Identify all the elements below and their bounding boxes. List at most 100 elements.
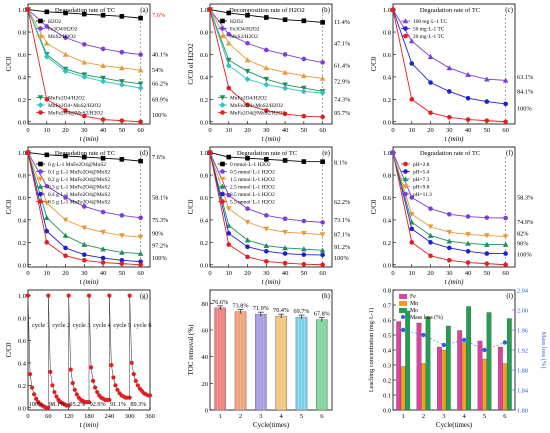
y-tick-label: 0.6 <box>383 318 391 325</box>
cycle-point <box>70 380 75 386</box>
data-point <box>409 195 415 200</box>
legend-label: MoS2/H2O2 <box>230 34 258 40</box>
x-tick-label: 10 <box>409 127 416 134</box>
data-point <box>427 224 434 230</box>
cycle-line <box>109 295 130 398</box>
data-point <box>465 214 471 219</box>
x-tick-label: 6 <box>320 413 324 420</box>
y-tick-label: 0.0 <box>383 262 391 269</box>
data-point <box>319 232 326 238</box>
data-point <box>207 7 213 12</box>
data-point <box>244 219 251 225</box>
end-label: 73.1% <box>334 217 351 224</box>
data-point <box>301 218 307 224</box>
legend-swatch-marker <box>38 18 43 24</box>
data-point <box>301 261 307 267</box>
data-point <box>100 155 106 161</box>
y-tick-label: 0.1 <box>383 393 391 400</box>
legend-swatch-marker <box>220 18 225 24</box>
y-tick-label: 0.4 <box>18 360 27 367</box>
legend-label: MnFe2O4+MoS2/H2O2 <box>48 103 101 109</box>
y-tick-label: 0.4 <box>18 217 27 224</box>
panel-a: 0.0 0.2 0.4 0.6 0.8 1.0 0 10 20 30 40 50 60 t (min) C/… <box>5 3 169 143</box>
data-point <box>137 85 144 91</box>
y-tick-label: 0.8 <box>383 288 391 295</box>
legend-label: 0.5 mmol·L-1 H2O2 <box>230 170 275 176</box>
y-tick-label: 0.6 <box>200 52 209 59</box>
data-point <box>301 18 307 24</box>
cycle-label: cycle 5 <box>113 322 131 329</box>
y-tick-label: 0.8 <box>383 173 391 180</box>
data-point <box>43 53 50 60</box>
legend-swatch <box>399 301 407 306</box>
cycle-point <box>50 383 55 388</box>
x-tick-label: 60 <box>319 270 326 277</box>
data-point <box>44 9 50 15</box>
legend-swatch-marker <box>402 18 409 24</box>
cycle-point <box>27 372 33 377</box>
legend-swatch <box>399 294 407 299</box>
data-point <box>264 157 269 162</box>
legend-swatch-marker <box>220 161 225 167</box>
x-axis-label: Cycle(times) <box>253 421 290 429</box>
data-point <box>225 206 232 212</box>
x-axis-label: t (min) <box>80 421 100 429</box>
data-point <box>63 108 68 113</box>
y-axis-label: C/C0 <box>187 199 195 214</box>
data-point <box>245 206 250 211</box>
data-point <box>226 10 232 16</box>
panel-label: (i) <box>506 292 513 300</box>
panel-d: 0.0 0.2 0.4 0.6 0.8 1.0 0 10 20 30 40 50 60 t (min) C/… <box>5 146 169 286</box>
data-point <box>245 155 250 161</box>
data-point <box>119 118 125 123</box>
panel-i: 0.0 0.1 0.2 0.3 0.4 0.5 0.6 0.7 0.8 1.80 1.84 1.88 1… <box>368 288 547 430</box>
data-point <box>465 248 471 254</box>
data-point <box>301 159 307 164</box>
x-axis-label: Cycle(times) <box>436 421 473 429</box>
x-tick-label: 0 <box>208 127 211 134</box>
data-point <box>409 61 415 66</box>
legend-label: MnFe2O4/H2O2 <box>48 96 85 102</box>
data-point <box>408 211 415 218</box>
legend-swatch-marker <box>220 199 225 204</box>
y-tick-label: 1.0 <box>18 293 26 300</box>
data-point <box>320 262 325 268</box>
y-tick-label: 80 <box>202 301 209 308</box>
y-tick-label: 0.8 <box>18 173 26 180</box>
end-label: 100% <box>517 252 532 259</box>
axes-box <box>209 3 333 125</box>
data-point <box>119 65 125 71</box>
panel-b: 0.0 0.2 0.4 0.6 0.8 1.0 0 10 20 30 40 50 60 t (min) C/… <box>187 3 351 143</box>
data-point <box>119 79 125 85</box>
axes-box <box>209 146 333 268</box>
cycle-point <box>135 383 140 388</box>
y-tick-label: 0.0 <box>383 119 391 126</box>
legend-swatch-marker <box>219 102 226 108</box>
y-axis-label: C/C0 <box>5 199 13 214</box>
end-label: 11.4% <box>334 19 351 26</box>
legend-swatch-marker <box>220 26 225 31</box>
data-point <box>282 69 288 75</box>
data-point <box>447 114 452 120</box>
x-tick-label: 240 <box>104 413 114 420</box>
bar-fe <box>497 346 503 411</box>
cycle-point <box>127 293 132 298</box>
x-tick-label: 50 <box>119 127 126 134</box>
x-tick-label: 180 <box>84 413 94 420</box>
y-tick-label: 0.2 <box>383 240 391 247</box>
data-point <box>119 157 125 162</box>
data-point <box>465 232 471 238</box>
mass-loss-point <box>461 337 467 343</box>
panel-label: (a) <box>140 6 148 14</box>
cycle-line <box>48 295 69 406</box>
data-point <box>503 119 508 125</box>
bar-mn <box>482 358 487 411</box>
legend-swatch-marker <box>403 161 408 167</box>
data-point <box>245 12 250 18</box>
y-tick-label: 0.2 <box>383 378 391 385</box>
data-point <box>282 111 288 117</box>
panel-label: (e) <box>322 149 330 157</box>
data-point <box>82 11 87 17</box>
legend-label: 0 mmol·L-1 H2O2 <box>230 162 271 168</box>
data-point <box>484 99 490 104</box>
